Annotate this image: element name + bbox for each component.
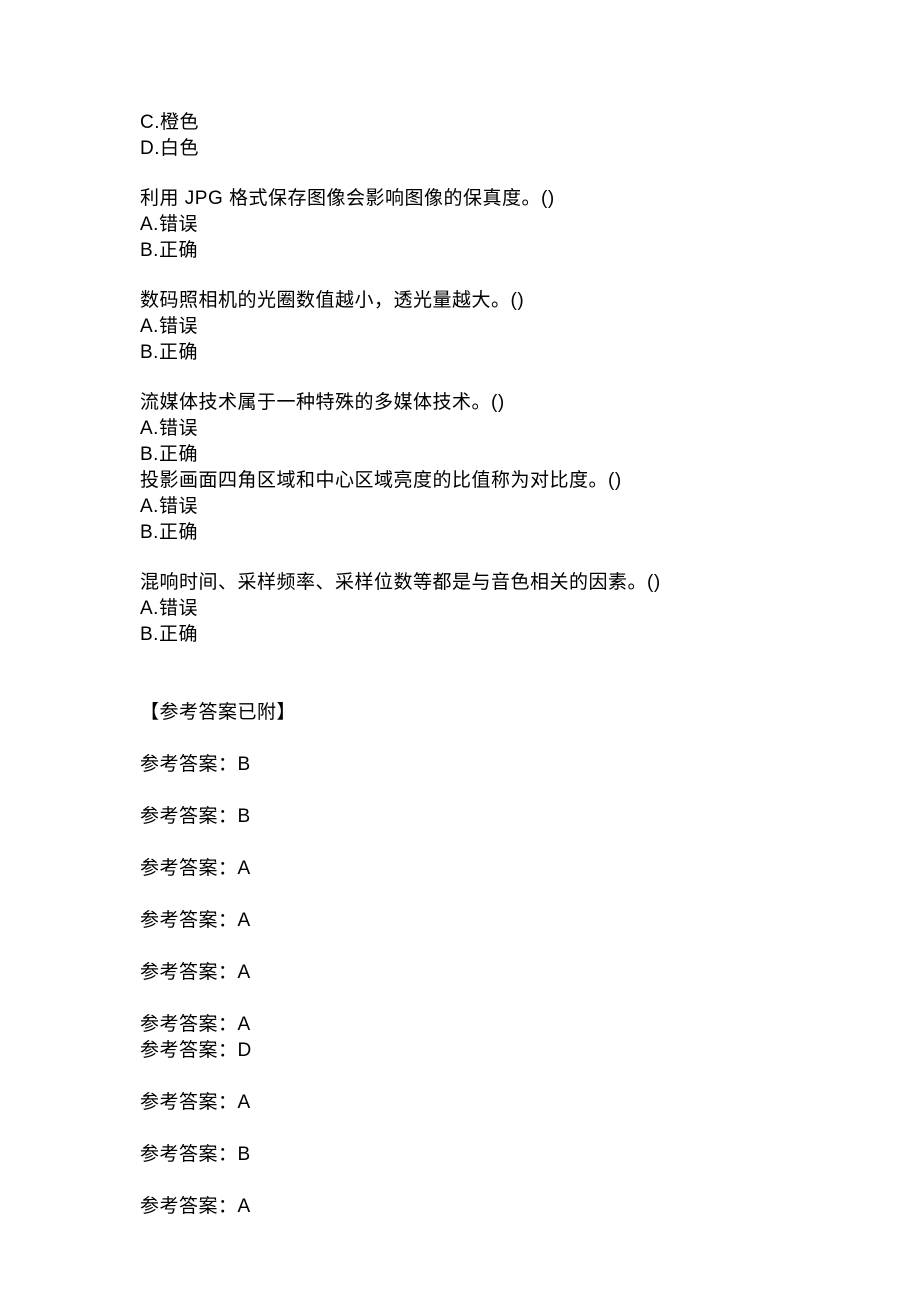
answer-item: 参考答案：B: [140, 1142, 780, 1168]
question-stem: 流媒体技术属于一种特殊的多媒体技术。(): [140, 390, 780, 416]
question-stem: 利用 JPG 格式保存图像会影响图像的保真度。(): [140, 186, 780, 212]
option-b: B.正确: [140, 442, 780, 468]
option-a: A.错误: [140, 212, 780, 238]
document-body: C.橙色 D.白色 利用 JPG 格式保存图像会影响图像的保真度。() A.错误…: [140, 110, 780, 1220]
option-b: B.正确: [140, 622, 780, 648]
option-c: C.橙色: [140, 110, 780, 136]
answer-item: 参考答案：A: [140, 960, 780, 986]
answer-item: 参考答案：B: [140, 804, 780, 830]
option-a: A.错误: [140, 314, 780, 340]
answer-section: 【参考答案已附】 参考答案：B 参考答案：B 参考答案：A 参考答案：A 参考答…: [140, 700, 780, 1220]
question-block: 投影画面四角区域和中心区域亮度的比值称为对比度。() A.错误 B.正确: [140, 468, 780, 546]
question-stem: 数码照相机的光圈数值越小，透光量越大。(): [140, 288, 780, 314]
option-a: A.错误: [140, 494, 780, 520]
answer-item: 参考答案：A: [140, 856, 780, 882]
option-a: A.错误: [140, 596, 780, 622]
answer-header: 【参考答案已附】: [140, 700, 780, 726]
option-d: D.白色: [140, 136, 780, 162]
option-b: B.正确: [140, 520, 780, 546]
question-stem: 混响时间、采样频率、采样位数等都是与音色相关的因素。(): [140, 570, 780, 596]
option-b: B.正确: [140, 238, 780, 264]
question-block: 数码照相机的光圈数值越小，透光量越大。() A.错误 B.正确: [140, 288, 780, 366]
question-stem: 投影画面四角区域和中心区域亮度的比值称为对比度。(): [140, 468, 780, 494]
option-a: A.错误: [140, 416, 780, 442]
answer-item: 参考答案：A: [140, 1090, 780, 1116]
answer-item: 参考答案：D: [140, 1038, 780, 1064]
question-block: 混响时间、采样频率、采样位数等都是与音色相关的因素。() A.错误 B.正确: [140, 570, 780, 648]
answer-item: 参考答案：B: [140, 752, 780, 778]
answer-item: 参考答案：A: [140, 908, 780, 934]
question-block: C.橙色 D.白色: [140, 110, 780, 162]
question-block: 利用 JPG 格式保存图像会影响图像的保真度。() A.错误 B.正确: [140, 186, 780, 264]
answer-item: 参考答案：A: [140, 1194, 780, 1220]
question-block: 流媒体技术属于一种特殊的多媒体技术。() A.错误 B.正确: [140, 390, 780, 468]
answer-item: 参考答案：A: [140, 1012, 780, 1038]
option-b: B.正确: [140, 340, 780, 366]
